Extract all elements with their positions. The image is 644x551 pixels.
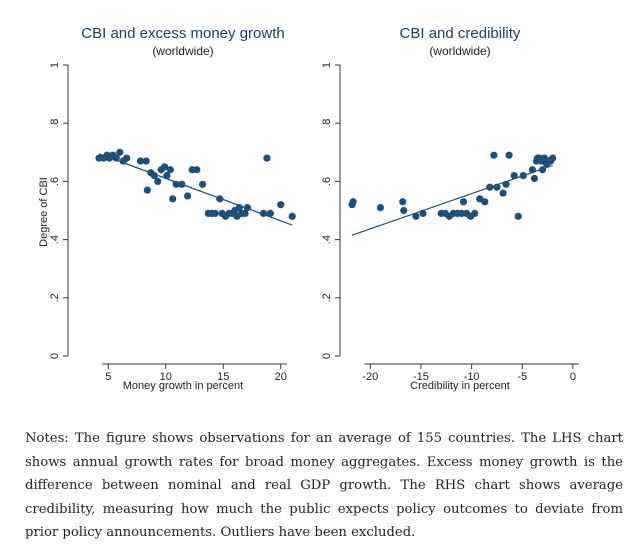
data-point [198, 180, 207, 188]
chart-cbi-money-growth: CBI and excess money growth (worldwide) … [38, 25, 296, 392]
data-point [184, 192, 192, 200]
fit-line [351, 164, 553, 236]
chart-title: CBI and credibility [400, 25, 521, 42]
x-tick-label: -5 [517, 371, 527, 383]
data-point [136, 157, 145, 165]
chart-title: CBI and excess money growth [81, 25, 284, 42]
data-point [193, 166, 201, 174]
chart-cbi-credibility: CBI and credibility (worldwide) Credibil… [321, 25, 579, 392]
plot-area: 0.2.4.6.815 10 15 20 [49, 62, 296, 383]
data-point [161, 163, 169, 171]
y-tick-label: .8 [49, 119, 61, 128]
x-tick-label: 0 [570, 371, 576, 383]
data-point [471, 209, 479, 218]
data-point [457, 209, 466, 218]
data-point [277, 201, 285, 209]
data-point [116, 148, 124, 156]
data-point [412, 212, 420, 220]
data-point [211, 209, 219, 218]
x-axis-label: Credibility in percent [410, 380, 510, 392]
data-point [154, 177, 162, 185]
data-point [349, 198, 357, 206]
x-tick-label: 5 [105, 371, 111, 383]
y-tick-label: 0 [49, 353, 61, 359]
data-point [266, 209, 274, 218]
figure-notes: Notes: The figure shows observations for… [25, 431, 623, 540]
fit-line [98, 153, 293, 226]
data-point [459, 198, 468, 206]
x-tick-label: 20 [275, 371, 287, 383]
data-point [549, 154, 557, 162]
data-point [143, 186, 151, 194]
chart-subtitle: (worldwide) [429, 44, 490, 58]
data-point [288, 212, 296, 220]
chart-subtitle: (worldwide) [152, 44, 213, 58]
y-tick-label: .6 [321, 177, 333, 186]
data-point [481, 198, 489, 206]
y-tick-label: .2 [49, 293, 61, 302]
plot-area: 0 .2 .4 .6 .8 1 -20 -15 -10 -5 0 [321, 62, 579, 383]
y-tick-label: 0 [321, 353, 333, 359]
y-tick-label: .6 [49, 177, 61, 186]
y-axis-label: Degree of CBI [38, 177, 50, 247]
data-point [123, 154, 131, 162]
data-point [510, 171, 518, 180]
y-tick-label: .4 [321, 235, 333, 244]
data-point [530, 174, 539, 183]
figure: CBI and excess money growth (worldwide) … [38, 25, 579, 392]
data-point [263, 154, 271, 162]
data-point [163, 171, 171, 180]
x-tick-label: -10 [464, 371, 480, 383]
data-point [505, 151, 513, 159]
x-tick-label: -15 [413, 371, 429, 383]
x-tick-label: -20 [362, 371, 378, 383]
data-point [169, 195, 177, 203]
data-point [400, 206, 408, 215]
y-tick-label: 1 [49, 62, 61, 68]
data-point [514, 212, 522, 220]
x-tick-label: 15 [217, 371, 229, 383]
x-axis-label: Money growth in percent [123, 380, 243, 392]
data-point [490, 151, 498, 159]
y-tick-label: .8 [321, 119, 333, 128]
data-point [241, 209, 249, 218]
data-point [376, 203, 385, 212]
data-point [142, 157, 150, 165]
data-point [499, 189, 507, 197]
y-tick-label: .2 [321, 293, 333, 302]
x-tick-label: 10 [160, 371, 172, 383]
data-point [399, 198, 407, 206]
y-tick-label: .4 [49, 235, 61, 244]
data-point [166, 166, 174, 174]
y-tick-label: 1 [321, 62, 333, 68]
